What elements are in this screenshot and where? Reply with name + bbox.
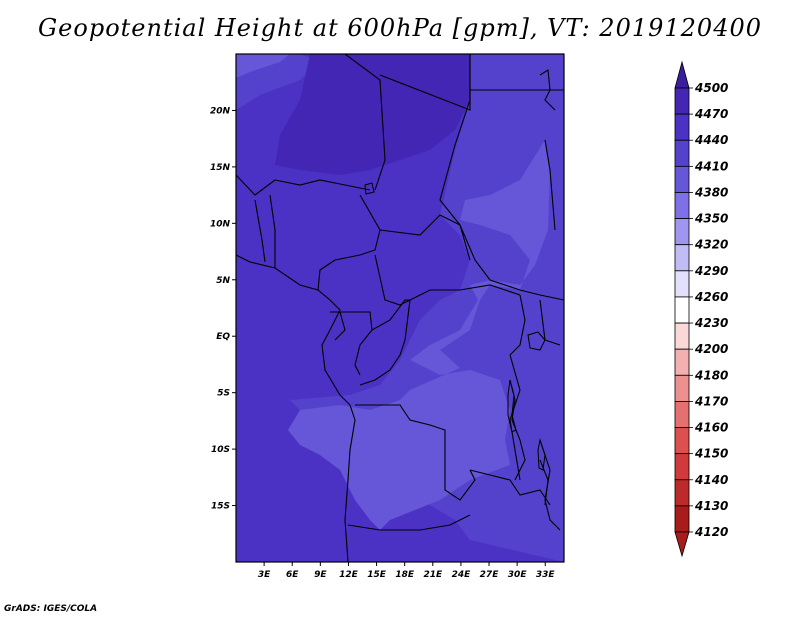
colorbar-label: 4380 — [694, 185, 728, 199]
colorbar-label: 4160 — [694, 421, 728, 435]
colorbar-label: 4290 — [694, 264, 728, 278]
boundary-angola-south — [347, 514, 471, 531]
boundary-ethiopia — [544, 139, 556, 231]
colorbar-swatch — [674, 113, 690, 141]
colorbar-swatch — [674, 401, 690, 428]
lat-label: 15S — [211, 502, 230, 512]
longitude-axis: 3E 6E 9E 12E 15E 18E 21E 24E 27E 30E 33E — [258, 562, 556, 580]
colorbar-label: 4470 — [694, 107, 728, 121]
boundary-tanzania — [509, 354, 521, 481]
colorbar-label: 4200 — [694, 342, 728, 356]
lake-malawi — [537, 438, 546, 471]
colorbar-swatch — [674, 192, 690, 219]
boundary-sudan-south — [459, 224, 564, 301]
boundary-mozambique — [539, 439, 561, 531]
colorbar-swatch — [674, 453, 690, 481]
colorbar-label: 4230 — [694, 316, 728, 330]
colorbar-swatch — [674, 374, 690, 402]
footer-credit: GrADS: IGES/COLA — [4, 604, 98, 614]
boundary-drc-angola — [355, 404, 476, 501]
colorbar-swatch — [674, 427, 690, 455]
colorbar-bottom-arrow — [674, 531, 690, 558]
boundary-benin-togo — [254, 194, 276, 268]
colorbar-label: 4140 — [694, 473, 728, 487]
colorbar-swatch — [674, 139, 690, 167]
lon-label: 9E — [314, 570, 327, 580]
colorbar-label: 4150 — [694, 447, 728, 461]
colorbar-swatch — [674, 218, 690, 246]
fill-4320 — [236, 54, 290, 78]
colorbar-label: 4440 — [694, 133, 728, 147]
colorbar-swatch — [674, 479, 690, 507]
lon-label: 12E — [339, 570, 359, 580]
lon-label: 18E — [395, 570, 415, 580]
boundary-cameroon-congo — [330, 311, 373, 376]
lon-label: 30E — [508, 570, 528, 580]
lat-label: 5S — [217, 389, 230, 399]
lon-label: 27E — [480, 570, 500, 580]
lon-label: 24E — [452, 570, 472, 580]
colorbar-swatch — [674, 505, 690, 533]
boundary-north-mali-algeria — [344, 54, 386, 191]
fill-4440 — [275, 54, 470, 175]
boundary-malawi — [539, 459, 549, 506]
lon-label: 33E — [536, 570, 556, 580]
lat-label: EQ — [216, 332, 230, 342]
lat-label: 10S — [211, 445, 230, 455]
colorbar-label: 4260 — [694, 290, 728, 304]
colorbar-label: 4320 — [694, 238, 728, 252]
colorbar-label: 4500 — [694, 81, 728, 95]
boundary-chad-sudan — [439, 54, 471, 226]
height-fill — [236, 54, 564, 562]
colorbar-label: 4350 — [694, 212, 728, 226]
lake-chad — [364, 182, 375, 195]
colorbar: 4500 4470 4440 4410 4380 4350 4320 4290 4260 4230… — [674, 60, 728, 558]
latitude-axis: 20N 15N 10N 5N EQ 5S 10S 15S — [210, 106, 236, 512]
boundary-chad-car — [379, 214, 471, 261]
map-frame — [235, 53, 565, 563]
colorbar-label: 4170 — [694, 394, 728, 408]
country-boundaries — [236, 54, 564, 562]
lon-label: 3E — [258, 570, 271, 580]
lat-label: 10N — [210, 219, 231, 229]
lon-label: 6E — [286, 570, 299, 580]
fill-4350 — [288, 140, 550, 530]
colorbar-swatch — [674, 244, 690, 272]
boundary-niger-burkina — [236, 174, 276, 196]
boundary-niger-nigeria — [274, 179, 371, 191]
boundary-gabon — [334, 311, 346, 341]
map-title: Geopotential Height at 600hPa [gpm], VT:… — [38, 14, 762, 42]
colorbar-label: 4180 — [694, 368, 728, 382]
lon-label: 21E — [423, 570, 443, 580]
colorbar-swatch — [674, 270, 690, 298]
boundary-zambia — [469, 469, 551, 506]
coastline-west-africa — [236, 254, 356, 562]
boundary-congo-drc — [359, 299, 411, 386]
colorbar-swatch — [674, 322, 690, 350]
lat-label: 20N — [210, 106, 231, 116]
colorbar-swatch — [674, 165, 690, 193]
lake-victoria — [527, 331, 546, 351]
colorbar-label: 4130 — [694, 499, 728, 513]
lat-label: 15N — [210, 163, 231, 173]
colorbar-label: 4410 — [694, 159, 728, 173]
lat-label: 5N — [216, 276, 230, 286]
colorbar-label: 4120 — [694, 525, 728, 539]
lake-outlines — [364, 182, 546, 471]
lon-label: 15E — [367, 570, 387, 580]
colorbar-swatch — [674, 296, 690, 324]
boundary-car-south — [374, 254, 521, 306]
colorbar-swatch — [674, 348, 690, 376]
lake-tanganyika — [507, 379, 517, 433]
colorbar-swatch — [674, 87, 690, 115]
fill-4380-south — [470, 465, 564, 525]
colorbar-top-arrow — [674, 60, 690, 89]
